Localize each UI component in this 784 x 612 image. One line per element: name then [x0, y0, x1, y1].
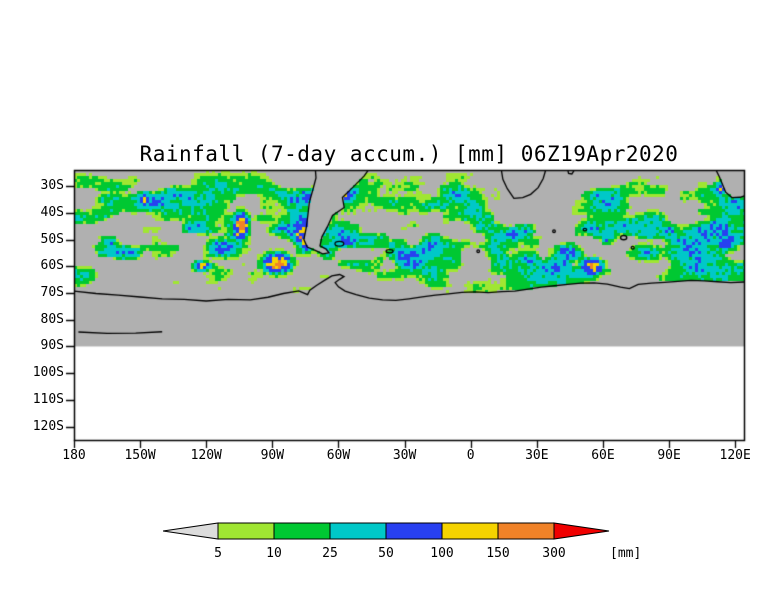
colorbar-tick-label: 5 [214, 546, 222, 561]
colorbar: 5 10 25 50 100 150 300 [mm] [163, 522, 723, 582]
chart-title: Rainfall (7-day accum.) [mm] 06Z19Apr202… [139, 142, 679, 166]
colorbar-tick-label: 50 [378, 546, 394, 561]
colorbar-tick-label: 10 [266, 546, 282, 561]
colorbar-tick-label: 100 [430, 546, 454, 561]
colorbar-labels: 5 10 25 50 100 150 300 [163, 522, 723, 582]
colorbar-bar [163, 522, 610, 540]
colorbar-over-arrow [553, 522, 610, 540]
colorbar-tick-label: 150 [486, 546, 510, 561]
colorbar-tick-label: 25 [322, 546, 338, 561]
colorbar-unit-label: [mm] [610, 546, 642, 561]
colorbar-tick-label: 300 [542, 546, 566, 561]
